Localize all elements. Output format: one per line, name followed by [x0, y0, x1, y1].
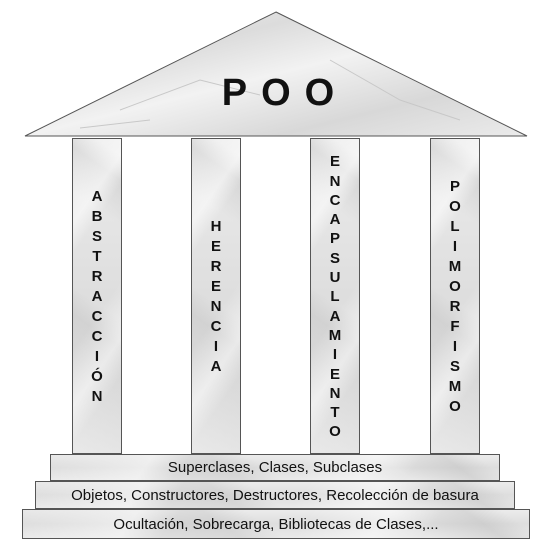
pillar-letter: L	[330, 288, 340, 306]
pillar-letter: I	[332, 346, 338, 364]
pillar-letter: N	[329, 172, 341, 190]
pillar-letter: O	[449, 278, 461, 295]
pillar-letter: N	[91, 388, 103, 405]
pillar-letter: I	[452, 338, 458, 355]
pillar-letter: I	[213, 338, 219, 355]
pillar-letter: N	[329, 384, 341, 402]
pillar-letter: T	[330, 404, 340, 422]
pillar-letter: I	[452, 238, 458, 255]
pillar-letter: O	[449, 398, 461, 415]
step-top: Superclases, Clases, Subclases	[50, 454, 500, 481]
pillar-letter: S	[91, 228, 102, 245]
pillar-letter: S	[449, 358, 460, 375]
step-bottom: Ocultación, Sobrecarga, Bibliotecas de C…	[22, 509, 530, 539]
pillar-letter: A	[91, 288, 103, 305]
pillar-letter: P	[449, 178, 460, 195]
pillar-letter: C	[91, 308, 103, 325]
pillar-letter: R	[449, 298, 461, 315]
pillar-letter: T	[92, 248, 102, 265]
pillar-letter: E	[210, 278, 221, 295]
pillar-letter: F	[450, 318, 460, 335]
pillar-letter: E	[210, 238, 221, 255]
pillar-letter: S	[329, 249, 340, 267]
pillar-letter: Ó	[91, 368, 103, 385]
pillar-letter: O	[449, 198, 461, 215]
roof-title: POO	[221, 72, 349, 114]
pillar-letter: O	[329, 423, 341, 441]
temple-roof	[24, 11, 528, 137]
step-middle: Objetos, Constructores, Destructores, Re…	[35, 481, 515, 509]
pillar-letter: H	[210, 218, 222, 235]
pillar-letter: E	[329, 365, 340, 383]
pillar-letter: M	[448, 378, 462, 395]
pillar-letter: C	[329, 191, 341, 209]
pillar-letter: M	[448, 258, 462, 275]
pillar-letter: L	[450, 218, 460, 235]
step-top-text: Superclases, Clases, Subclases	[167, 459, 383, 476]
pillar-letter: R	[91, 268, 103, 285]
pillar-letter: B	[91, 208, 103, 225]
pillar-letter: M	[328, 326, 342, 344]
pillar-letter: A	[91, 188, 103, 205]
pillar-letter: E	[329, 153, 340, 171]
pillar-letter: A	[210, 358, 222, 375]
step-middle-text: Objetos, Constructores, Destructores, Re…	[71, 487, 479, 504]
pillar-letter: P	[329, 230, 340, 248]
pillar-letter: N	[210, 298, 222, 315]
pillar-letter: C	[91, 328, 103, 345]
pillar-letter: A	[329, 211, 341, 229]
step-bottom-text: Ocultación, Sobrecarga, Bibliotecas de C…	[113, 516, 439, 533]
pillar-letter: U	[329, 269, 341, 287]
pillar-letter: C	[210, 318, 222, 335]
pillar-letter: A	[329, 307, 341, 325]
pillar-letter: R	[210, 258, 222, 275]
pillar-letter: I	[94, 348, 100, 365]
